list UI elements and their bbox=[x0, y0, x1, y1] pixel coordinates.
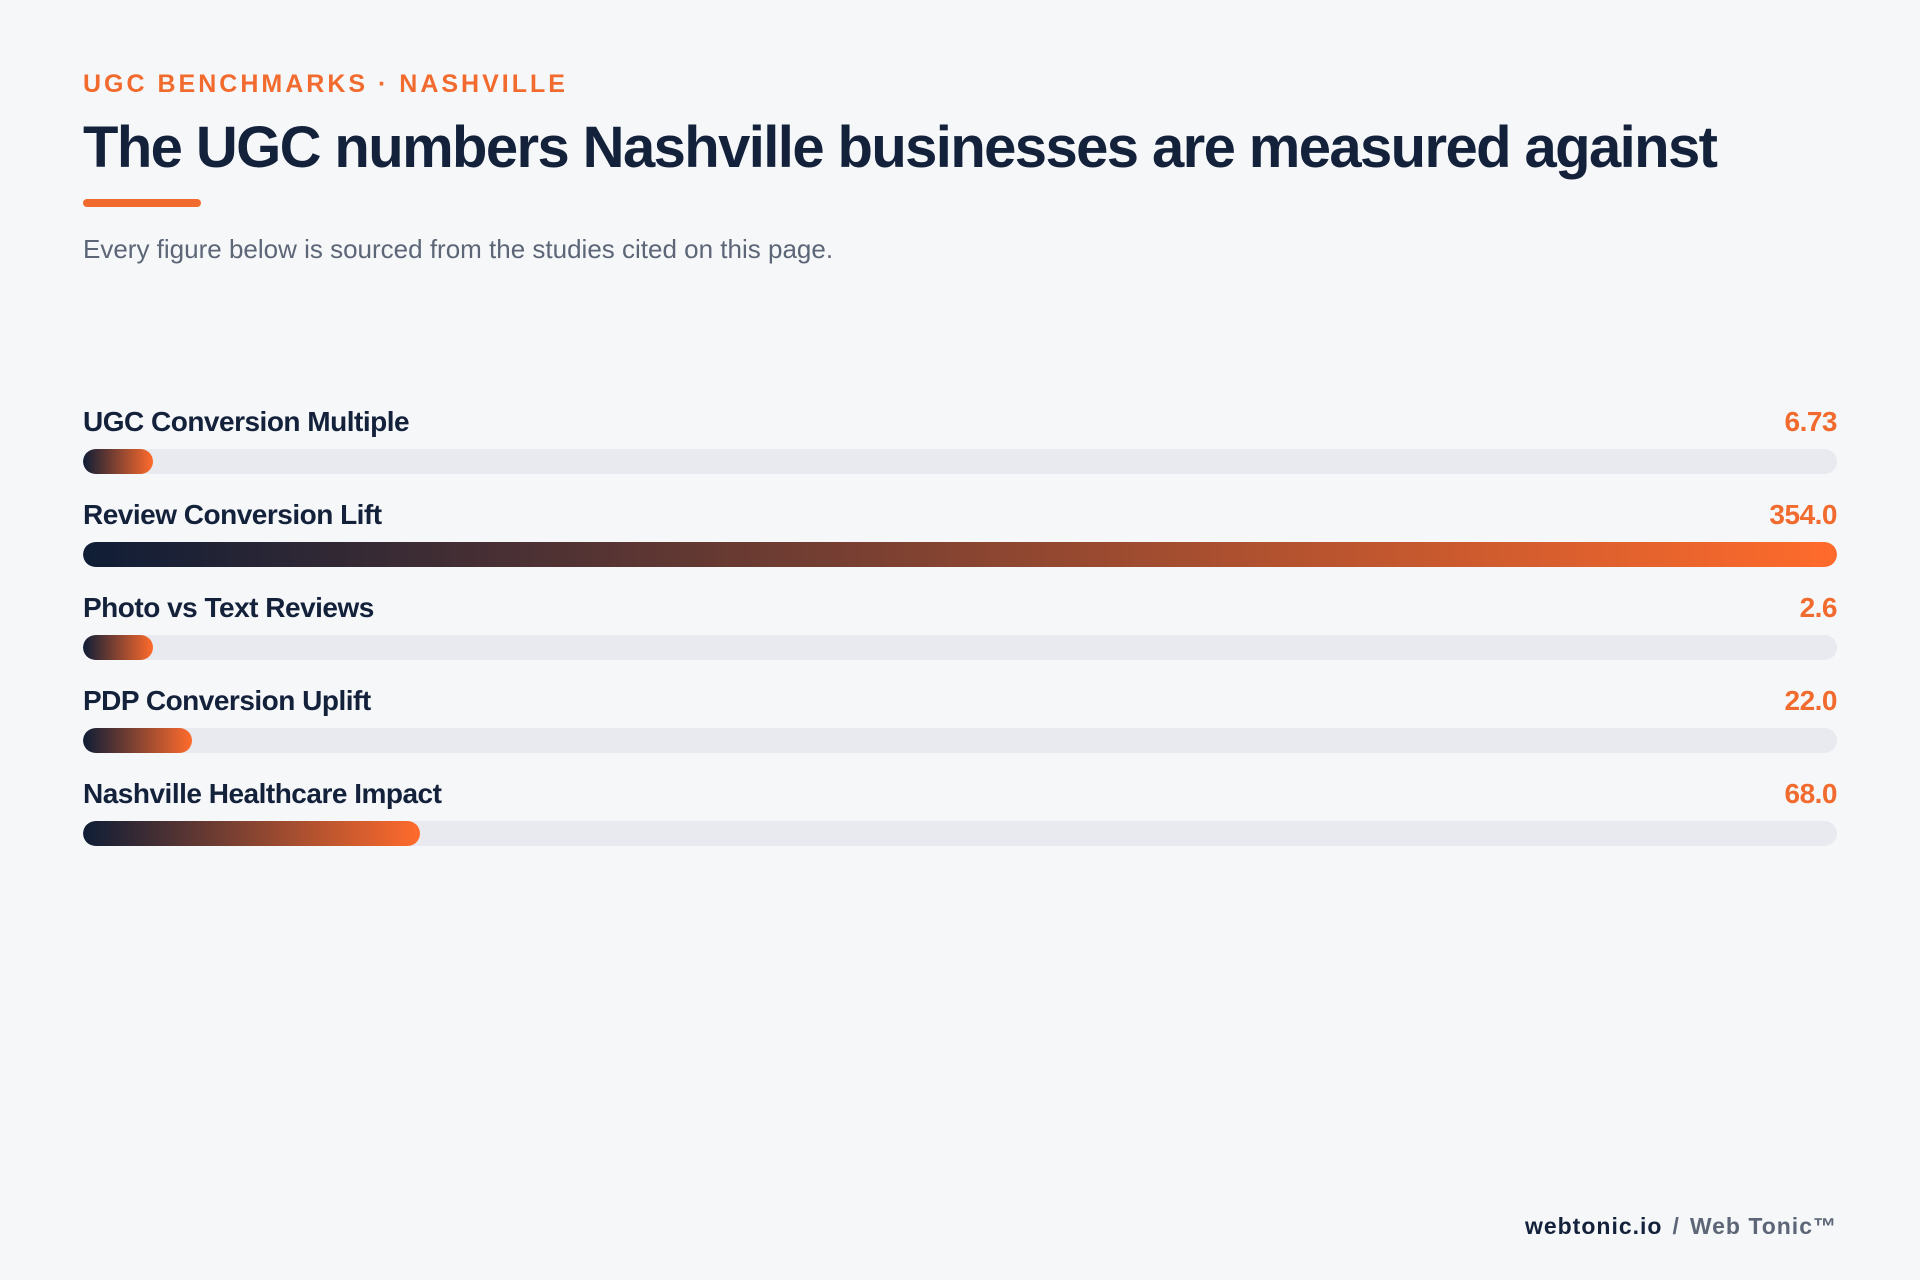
bar-value-label: 2.6 bbox=[1799, 592, 1838, 623]
bar-value-label: 22.0 bbox=[1784, 685, 1838, 716]
bar-label: PDP Conversion Uplift bbox=[83, 685, 371, 716]
bar-track bbox=[83, 728, 1837, 753]
footer-separator: / bbox=[1672, 1213, 1680, 1239]
bar-value-label: 6.73 bbox=[1784, 406, 1838, 437]
footer-domain: webtonic.io bbox=[1524, 1213, 1663, 1239]
bar bbox=[83, 635, 153, 660]
bar-track bbox=[83, 449, 1837, 474]
title-underline bbox=[83, 199, 201, 207]
footer: webtonic.io / Web Tonic™ bbox=[1525, 1213, 1837, 1240]
page-subtitle: Every figure below is sourced from the s… bbox=[83, 234, 834, 264]
bar-row: PDP Conversion Uplift 22.0 bbox=[83, 679, 1837, 772]
bar-row: Photo vs Text Reviews 2.6 bbox=[83, 586, 1838, 679]
bar-row: Review Conversion Lift 354.0 bbox=[83, 493, 1837, 586]
bar-track bbox=[83, 542, 1837, 567]
bar bbox=[83, 542, 1837, 567]
bar-track bbox=[83, 635, 1837, 660]
page-title: The UGC numbers Nashville businesses are… bbox=[83, 115, 1718, 180]
page: UGC BENCHMARKS · NASHVILLE The UGC numbe… bbox=[83, 0, 1838, 1280]
eyebrow-label: UGC BENCHMARKS · NASHVILLE bbox=[83, 70, 568, 98]
bar bbox=[83, 449, 153, 474]
bar-label: Photo vs Text Reviews bbox=[83, 592, 374, 623]
bar-value-label: 354.0 bbox=[1769, 499, 1837, 530]
bar-row: Nashville Healthcare Impact 68.0 bbox=[83, 772, 1837, 865]
footer-brand: Web Tonic™ bbox=[1689, 1213, 1837, 1239]
bar bbox=[83, 728, 192, 753]
bar-chart: UGC Conversion Multiple 6.73 Review Conver… bbox=[83, 400, 1838, 865]
bar-label: UGC Conversion Multiple bbox=[83, 406, 410, 437]
bar bbox=[83, 821, 420, 846]
bar-track bbox=[83, 821, 1837, 846]
bar-label: Nashville Healthcare Impact bbox=[83, 778, 442, 809]
bar-row: UGC Conversion Multiple 6.73 bbox=[83, 400, 1837, 493]
bar-label: Review Conversion Lift bbox=[83, 499, 382, 530]
bar-value-label: 68.0 bbox=[1784, 778, 1838, 809]
